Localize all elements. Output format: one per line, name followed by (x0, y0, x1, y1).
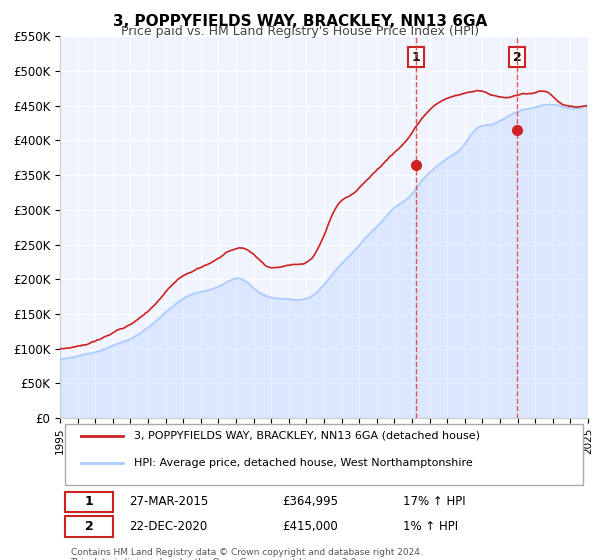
Text: 22-DEC-2020: 22-DEC-2020 (128, 520, 207, 533)
Text: 3, POPPYFIELDS WAY, BRACKLEY, NN13 6GA: 3, POPPYFIELDS WAY, BRACKLEY, NN13 6GA (113, 14, 487, 29)
FancyBboxPatch shape (65, 492, 113, 512)
Text: 2: 2 (513, 51, 521, 64)
Text: £415,000: £415,000 (282, 520, 338, 533)
Text: £364,995: £364,995 (282, 496, 338, 508)
Text: 1: 1 (412, 51, 421, 64)
Text: 1: 1 (85, 496, 94, 508)
Text: 17% ↑ HPI: 17% ↑ HPI (403, 496, 466, 508)
Text: 2: 2 (85, 520, 94, 533)
Text: Price paid vs. HM Land Registry's House Price Index (HPI): Price paid vs. HM Land Registry's House … (121, 25, 479, 38)
FancyBboxPatch shape (65, 423, 583, 485)
Text: 1% ↑ HPI: 1% ↑ HPI (403, 520, 458, 533)
Text: 3, POPPYFIELDS WAY, BRACKLEY, NN13 6GA (detached house): 3, POPPYFIELDS WAY, BRACKLEY, NN13 6GA (… (134, 431, 480, 441)
FancyBboxPatch shape (65, 516, 113, 536)
Text: HPI: Average price, detached house, West Northamptonshire: HPI: Average price, detached house, West… (134, 458, 473, 468)
Text: Contains HM Land Registry data © Crown copyright and database right 2024.
This d: Contains HM Land Registry data © Crown c… (71, 548, 422, 560)
Text: 27-MAR-2015: 27-MAR-2015 (128, 496, 208, 508)
